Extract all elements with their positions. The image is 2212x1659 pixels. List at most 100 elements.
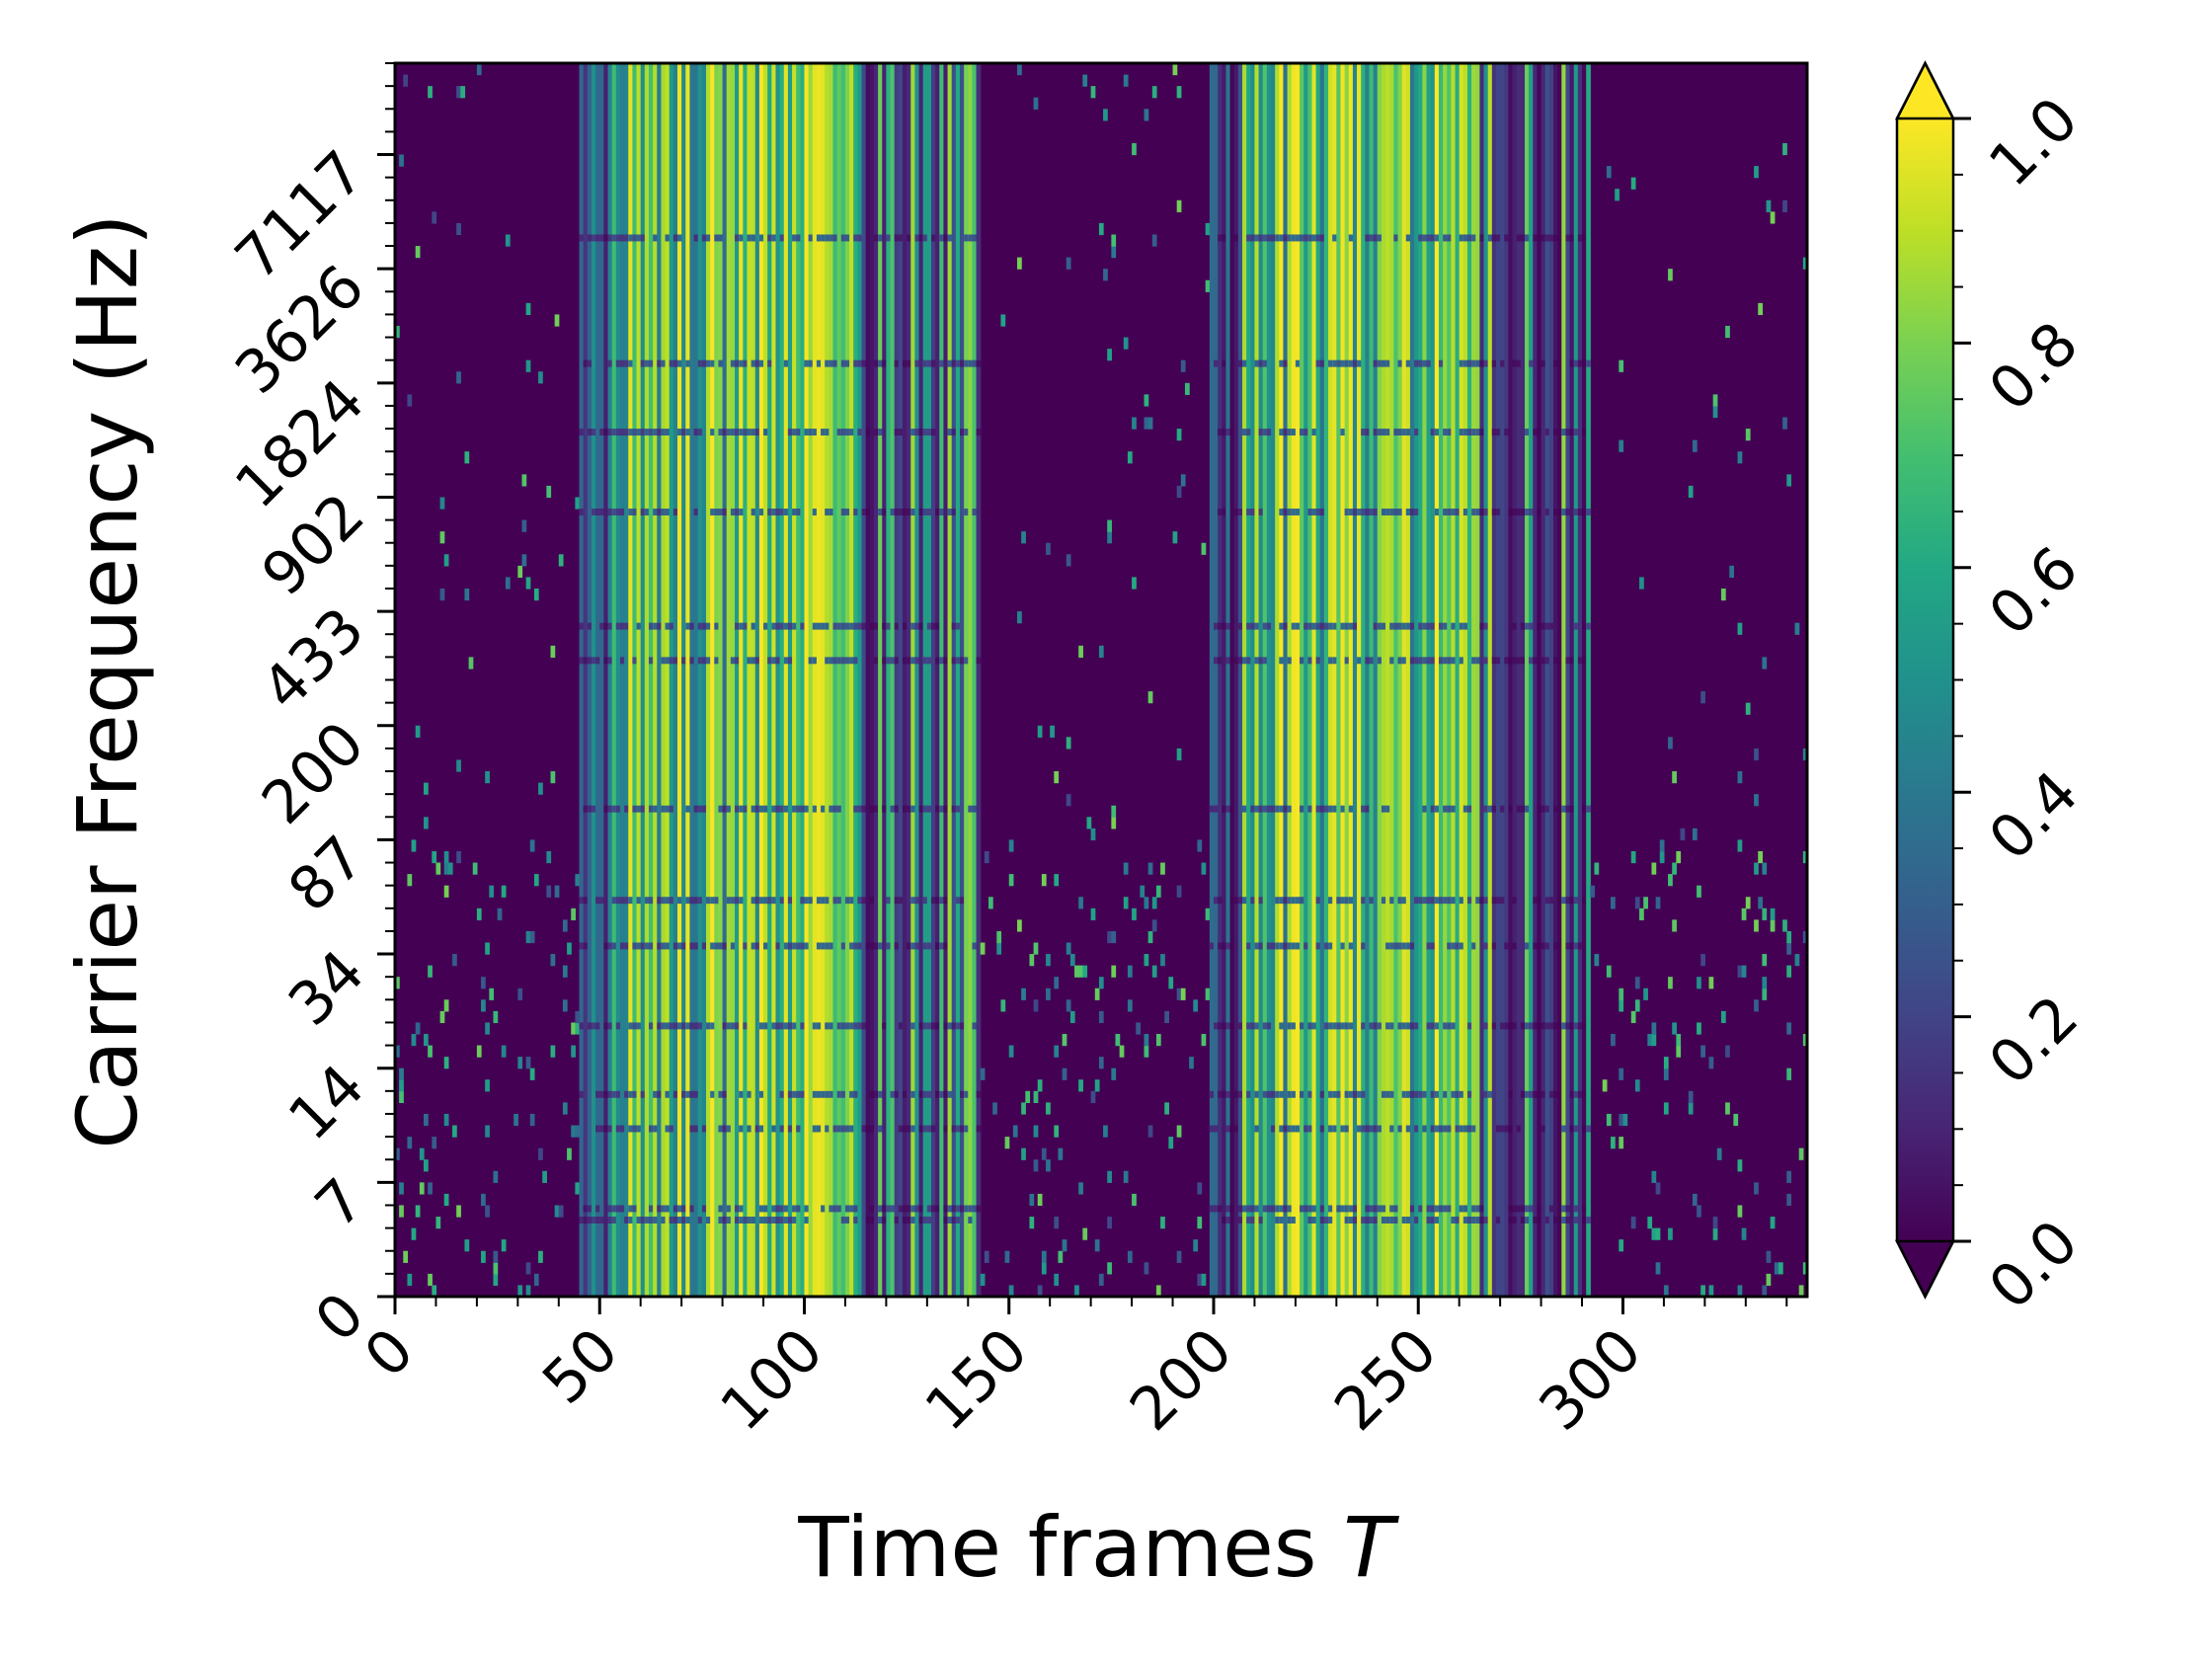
heatmap-cell [1340, 1022, 1346, 1030]
heatmap-cell [1525, 1090, 1530, 1098]
heatmap-cell [456, 759, 461, 772]
heatmap-cell [701, 942, 707, 950]
heatmap-cell [1553, 805, 1558, 813]
heatmap-cell [1082, 1227, 1088, 1240]
heatmap-column [1385, 63, 1390, 1297]
heatmap-cell [1258, 359, 1264, 367]
heatmap-cell [1127, 999, 1133, 1012]
heatmap-cell [587, 622, 592, 630]
heatmap-cell [1144, 417, 1149, 430]
heatmap-cell [1029, 954, 1035, 967]
heatmap-cell [701, 234, 707, 242]
heatmap-column [1352, 63, 1358, 1297]
heatmap-cell [1422, 234, 1428, 242]
heatmap-cell [603, 657, 609, 665]
heatmap-cell [505, 577, 511, 590]
heatmap-cell [935, 942, 940, 950]
heatmap-cell [735, 509, 740, 515]
heatmap-cell [922, 1022, 928, 1030]
heatmap-cell [1529, 622, 1534, 630]
heatmap-cell [1328, 359, 1333, 367]
heatmap-cell [640, 359, 646, 367]
heatmap-cell [681, 1022, 686, 1030]
heatmap-cell [571, 1022, 576, 1035]
heatmap-cell [829, 942, 834, 950]
heatmap-column [754, 63, 760, 1297]
heatmap-cell [930, 622, 936, 630]
heatmap-cell [1525, 805, 1530, 813]
heatmap-cell [681, 1217, 686, 1224]
heatmap-cell [763, 942, 768, 950]
heatmap-column [939, 63, 945, 1297]
heatmap-column [669, 63, 674, 1297]
heatmap-cell [943, 1022, 949, 1030]
heatmap-cell [1078, 965, 1083, 978]
heatmap-cell [587, 359, 592, 367]
heatmap-cell [943, 942, 949, 950]
heatmap-cell [407, 394, 413, 407]
heatmap-cell [939, 942, 945, 950]
heatmap-cell [517, 988, 523, 1000]
heatmap-cell [1405, 234, 1411, 242]
heatmap-cell [1369, 1125, 1375, 1133]
heatmap-cell [603, 1022, 609, 1030]
heatmap-column [1438, 63, 1444, 1297]
heatmap-cell [1529, 1090, 1534, 1098]
heatmap-cell [665, 429, 671, 436]
heatmap-cell [1569, 1022, 1575, 1030]
colorbar-extend-bottom [1894, 1239, 1956, 1300]
heatmap-cell [1004, 1137, 1010, 1149]
heatmap-cell [1716, 1147, 1722, 1160]
heatmap-cell [1737, 839, 1743, 852]
heatmap-cell [701, 1125, 707, 1133]
heatmap-cell [1455, 1090, 1461, 1098]
heatmap-cell [943, 1217, 949, 1224]
y-tick-label: 7 [302, 1165, 378, 1241]
heatmap-cell [1107, 930, 1112, 944]
heatmap-cell [1205, 279, 1211, 292]
heatmap-cell [1634, 977, 1640, 989]
heatmap-cell [1512, 1205, 1518, 1213]
heatmap-cell [894, 429, 900, 436]
heatmap-cell [1573, 1217, 1579, 1224]
heatmap-column [825, 63, 830, 1297]
heatmap-cell [489, 988, 495, 1000]
heatmap-cell [415, 1205, 421, 1218]
heatmap-cell [1405, 1125, 1411, 1133]
heatmap-cell [1770, 919, 1776, 932]
heatmap-cell [693, 942, 699, 950]
heatmap-cell [399, 154, 404, 167]
heatmap-cell [829, 657, 834, 665]
heatmap-cell [587, 1217, 592, 1224]
heatmap-cell [1422, 1125, 1428, 1133]
heatmap-cell [1127, 1250, 1133, 1263]
heatmap-cell [395, 1045, 400, 1058]
heatmap-cell [1103, 109, 1108, 121]
heatmap-cell [1176, 1125, 1182, 1138]
heatmap-cell [669, 359, 674, 367]
heatmap-cell [481, 1193, 486, 1207]
heatmap-cell [403, 1250, 409, 1263]
heatmap-cell [951, 359, 957, 367]
heatmap-cell [1332, 622, 1337, 630]
heatmap-cell [1630, 1217, 1636, 1229]
heatmap-cell [1459, 429, 1464, 436]
heatmap-cell [1401, 942, 1407, 950]
heatmap-cell [964, 1090, 969, 1098]
heatmap-cell [947, 1022, 953, 1030]
heatmap-cell [411, 1034, 417, 1047]
heatmap-cell [1582, 805, 1587, 813]
heatmap-column [926, 63, 932, 1297]
heatmap-cell [1561, 1205, 1567, 1213]
heatmap-cell [1430, 1090, 1436, 1098]
colorbar: 0.00.20.40.60.81.0 [1894, 60, 2092, 1323]
heatmap-cell [1438, 622, 1444, 630]
heatmap-cell [930, 429, 936, 436]
heatmap-cell [615, 1125, 621, 1133]
heatmap-cell [1504, 1125, 1510, 1133]
heatmap-cell [1062, 1067, 1067, 1080]
heatmap-cell [1225, 1217, 1231, 1224]
heatmap-cell [415, 725, 421, 738]
heatmap-cell [689, 657, 695, 665]
